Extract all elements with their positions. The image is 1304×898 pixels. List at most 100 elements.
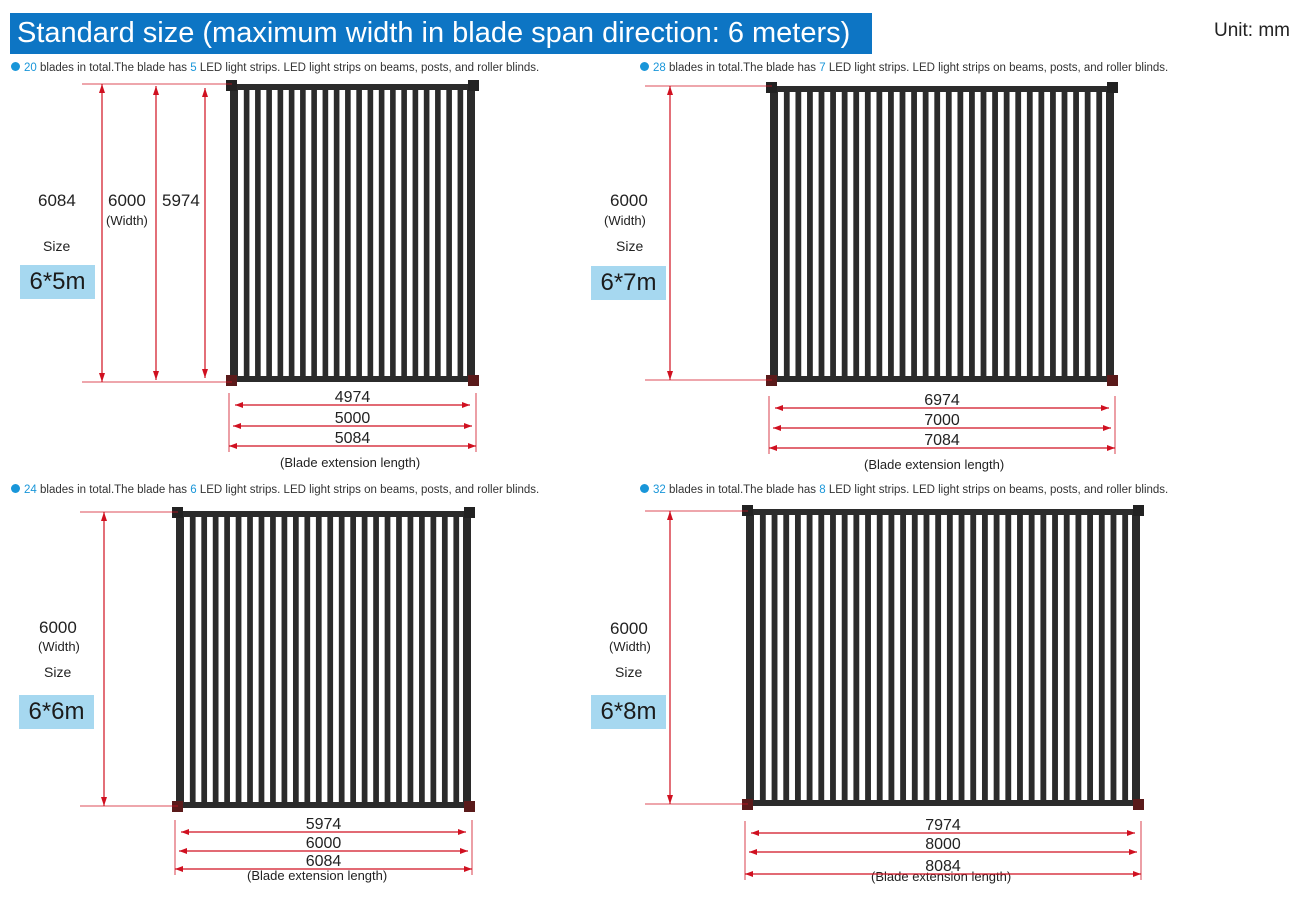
blade: [315, 517, 322, 802]
size-word: Size: [615, 664, 643, 680]
blade: [322, 90, 329, 376]
length-dim-p2-line-2-arrow-right: [1107, 445, 1115, 451]
length-dim-p2-line-1-arrow-left: [773, 425, 781, 431]
blade: [189, 517, 196, 802]
post-top: [464, 507, 475, 518]
height-dim-p4-arrow-bottom: [667, 795, 673, 804]
length-dim-p3-line-1-arrow-right: [460, 848, 468, 854]
blade: [327, 517, 334, 802]
post-bottom: [1133, 799, 1144, 810]
blade: [247, 517, 253, 802]
bullet-dot-icon: [640, 484, 649, 493]
blade: [980, 92, 987, 376]
height-label-width: 6000: [610, 619, 648, 638]
height-label-width: 6000: [39, 618, 77, 637]
blade: [390, 90, 396, 376]
blade: [830, 515, 836, 800]
blade: [356, 90, 362, 376]
height-dim-width-p1-arrow-top: [153, 86, 159, 95]
length-dim-p2-line-2-arrow-left: [769, 445, 777, 451]
blade: [288, 90, 295, 376]
length-dim-p2-line-0-arrow-left: [775, 405, 783, 411]
length-dim-p3-line-0-arrow-left: [181, 829, 189, 835]
blade: [338, 517, 345, 802]
blade: [396, 517, 402, 802]
blade: [1050, 92, 1056, 376]
blade: [853, 92, 860, 376]
blade: [1028, 515, 1035, 800]
blade: [783, 92, 790, 376]
blade: [807, 92, 813, 376]
blade: [841, 92, 848, 376]
post-top: [1107, 82, 1118, 93]
pergola-p3: [172, 507, 475, 812]
blade: [900, 515, 907, 800]
blade: [911, 92, 917, 376]
width-word: (Width): [604, 213, 646, 228]
length-dim-p4-value-0: 7974: [925, 817, 961, 834]
blade: [378, 90, 385, 376]
blade: [794, 515, 801, 800]
blade: [1096, 92, 1103, 376]
top-beam: [229, 84, 476, 90]
blade: [1038, 92, 1045, 376]
height-label-width: 6000: [108, 191, 146, 210]
size-word: Size: [44, 664, 72, 680]
bottom-beam: [769, 376, 1115, 382]
blade: [1122, 515, 1129, 800]
width-word: (Width): [106, 213, 148, 228]
blade: [1110, 515, 1117, 800]
caption-p4: 32 blades in total.The blade has 8 LED l…: [640, 484, 1168, 496]
post-bottom: [464, 801, 475, 812]
page-title: Standard size (maximum width in blade sp…: [10, 13, 872, 54]
length-dim-p2-line-1-arrow-right: [1103, 425, 1111, 431]
blade: [243, 90, 250, 376]
right-beam: [467, 84, 475, 382]
blade: [350, 517, 357, 802]
pergola-p2: [766, 82, 1118, 386]
blade: [1063, 515, 1070, 800]
right-beam: [463, 511, 471, 808]
top-beam: [175, 511, 472, 517]
blade: [419, 517, 425, 802]
post-bottom: [172, 801, 183, 812]
blade: [212, 517, 219, 802]
length-dim-p3-line-0-arrow-right: [458, 829, 466, 835]
blade: [401, 90, 407, 376]
blade: [922, 92, 929, 376]
blade: [969, 92, 975, 376]
post-top: [766, 82, 777, 93]
blade: [255, 90, 261, 376]
length-dim-p1-line-1-arrow-left: [233, 423, 241, 429]
length-dim-p1-line-1-arrow-right: [464, 423, 472, 429]
size-badge: 6*5m: [20, 265, 95, 299]
blade: [281, 517, 288, 802]
height-dim-overall-p1-arrow-bottom: [99, 373, 105, 382]
blade: [783, 515, 790, 800]
bullet-dot-icon: [640, 62, 649, 71]
blade: [876, 515, 883, 800]
blade: [958, 515, 965, 800]
length-dim-p4-line-2-arrow-right: [1133, 871, 1141, 877]
blade: [888, 515, 895, 800]
caption-p3: 24 blades in total.The blade has 6 LED l…: [11, 484, 539, 496]
blade: [201, 517, 208, 802]
length-dim-p3-value-2: 6084: [306, 853, 342, 870]
length-dim-p1-line-0-arrow-left: [235, 402, 243, 408]
post-top: [468, 80, 479, 91]
height-dim-p4-arrow-top: [667, 511, 673, 520]
blade: [361, 517, 368, 802]
post-bottom: [1107, 375, 1118, 386]
bullet-dot-icon: [11, 484, 20, 493]
blade: [946, 515, 953, 800]
extension-label: (Blade extension length): [864, 457, 1005, 472]
height-dim-p2-arrow-bottom: [667, 371, 673, 380]
blade: [345, 90, 351, 376]
size-badge: 6*7m: [591, 266, 666, 300]
length-dim-p1-line-0-arrow-right: [462, 402, 470, 408]
post-top: [172, 507, 183, 518]
length-dim-p2-value-0: 6974: [924, 392, 960, 409]
blade: [1040, 515, 1047, 800]
bottom-beam: [175, 802, 472, 808]
blade: [235, 517, 242, 802]
